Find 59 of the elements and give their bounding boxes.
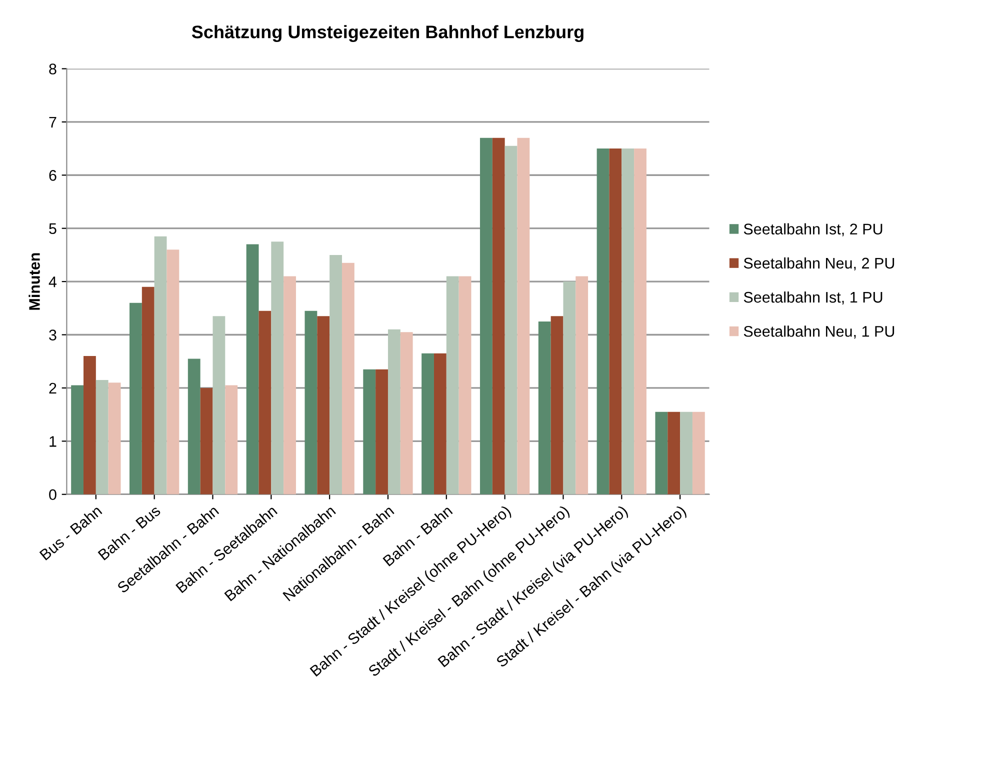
y-tick-label: 2	[49, 382, 56, 394]
bar	[622, 148, 634, 494]
bar	[258, 310, 272, 494]
bar	[596, 148, 610, 494]
bar	[71, 385, 84, 494]
bar	[517, 138, 530, 494]
y-tick-label: 4	[48, 276, 57, 288]
bar	[246, 244, 259, 494]
bar	[692, 412, 705, 494]
bar	[188, 358, 200, 494]
bar	[563, 282, 576, 494]
bar	[96, 380, 108, 494]
bar	[538, 321, 551, 494]
bar	[655, 412, 668, 494]
bar	[342, 262, 354, 494]
chart-title: Schätzung Umsteigezeiten Bahnhof Lenzburg	[192, 25, 584, 42]
y-tick-label: 0	[49, 489, 56, 500]
bar	[130, 302, 142, 494]
bar	[576, 276, 588, 494]
bar	[422, 353, 434, 494]
bar	[154, 236, 167, 494]
bar	[458, 276, 472, 494]
legend-label: Seetalbahn Neu, 1 PU	[744, 326, 894, 339]
bar	[376, 369, 388, 494]
bar	[317, 316, 330, 494]
bar	[212, 316, 226, 494]
legend-label: Seetalbahn Ist, 1 PU	[744, 291, 882, 305]
y-tick-label: 5	[49, 223, 56, 234]
bar	[680, 412, 692, 494]
bar	[225, 385, 238, 494]
bar	[271, 242, 284, 494]
bar	[200, 388, 213, 494]
y-tick-label: 7	[49, 116, 56, 128]
bar	[400, 332, 413, 494]
bar	[434, 353, 446, 494]
y-tick-label: 3	[49, 330, 56, 340]
bar	[330, 254, 342, 494]
legend-label: Seetalbahn Ist, 2 PU	[744, 223, 882, 236]
y-axis-title: Minuten	[28, 253, 40, 310]
bar	[492, 138, 505, 494]
bar	[446, 276, 459, 494]
y-tick-label: 1	[50, 436, 56, 447]
bar	[609, 148, 622, 494]
bar	[388, 329, 400, 494]
bar	[166, 250, 180, 494]
bar	[284, 276, 296, 494]
bar	[550, 316, 564, 494]
bar	[363, 369, 376, 494]
bar	[634, 148, 646, 494]
bar	[504, 146, 518, 494]
bar	[480, 138, 492, 494]
bar	[84, 356, 96, 494]
y-tick-label: 8	[49, 64, 56, 74]
bar	[304, 310, 318, 494]
legend-label: Seetalbahn Neu, 2 PU	[744, 257, 894, 270]
bar	[108, 382, 121, 494]
bar	[142, 286, 154, 494]
bar	[668, 412, 680, 494]
y-tick-label: 6	[49, 170, 56, 181]
